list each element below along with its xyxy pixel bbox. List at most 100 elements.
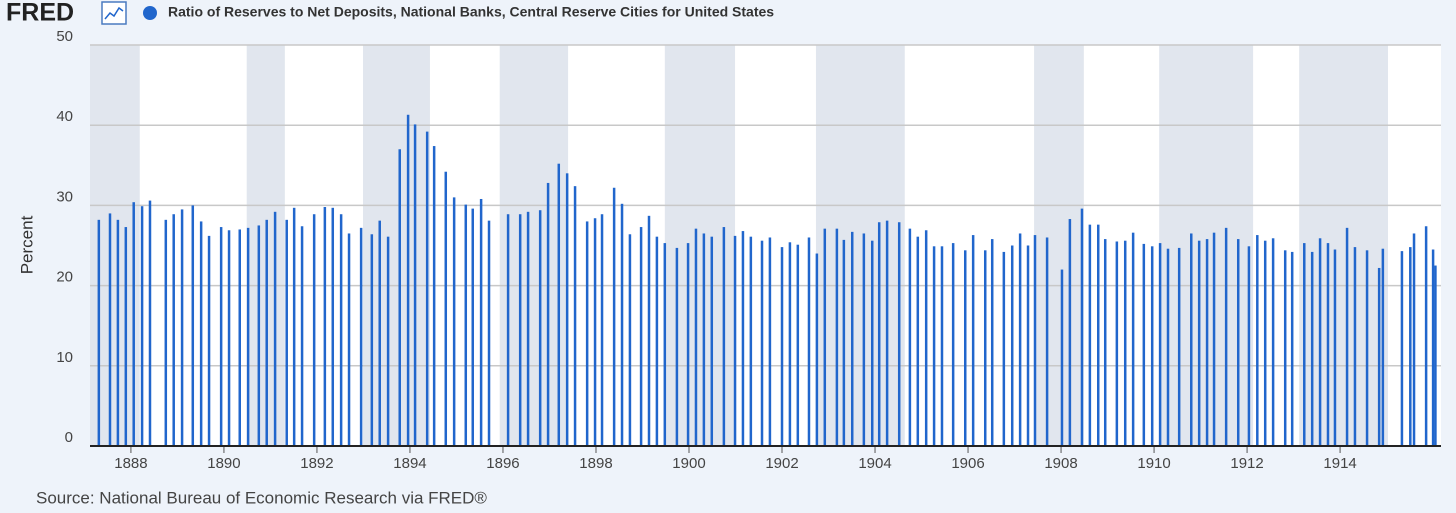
bar (807, 237, 811, 446)
bar (347, 233, 351, 446)
bar (1424, 226, 1428, 446)
bar (749, 236, 753, 446)
bar (1303, 243, 1306, 446)
bar (1345, 227, 1349, 446)
bar (1431, 249, 1435, 446)
bar (285, 219, 288, 446)
bar (1400, 251, 1404, 446)
bar (1247, 246, 1251, 446)
x-tick-label: 1892 (300, 455, 333, 472)
x-tick-label: 1904 (858, 455, 891, 472)
bar (908, 228, 912, 446)
bar (538, 210, 542, 446)
bar (1018, 233, 1022, 446)
bar (694, 228, 698, 446)
bar (620, 203, 624, 446)
bar (788, 242, 792, 446)
bar (300, 226, 304, 446)
bar (487, 220, 491, 446)
bar (339, 214, 343, 446)
x-tick-label: 1910 (1137, 455, 1170, 472)
bar (1409, 247, 1412, 446)
x-tick-label: 1894 (393, 455, 426, 472)
bar (273, 211, 277, 446)
recession-band (90, 45, 140, 446)
bar (398, 149, 401, 446)
x-tick-label: 1896 (486, 455, 519, 472)
bar (425, 131, 429, 446)
bar (1290, 251, 1294, 446)
bar (924, 230, 928, 446)
bar (639, 227, 643, 446)
bar (370, 234, 374, 446)
legend-label: Ratio of Reserves to Net Deposits, Natio… (168, 4, 774, 20)
bar (600, 214, 604, 446)
y-tick-label: 30 (56, 188, 73, 205)
bar (506, 214, 510, 446)
bar (971, 235, 975, 446)
bar (1212, 232, 1216, 446)
bar (406, 114, 410, 447)
bar (1045, 237, 1049, 446)
bar (257, 225, 261, 446)
bar (471, 208, 474, 446)
bar (780, 247, 784, 446)
bar (312, 214, 316, 446)
bar (1353, 247, 1357, 446)
bar (702, 233, 706, 446)
bar (140, 206, 144, 446)
source: Source: National Bureau of Economic Rese… (36, 488, 487, 507)
bar (850, 231, 854, 446)
bar (885, 220, 889, 446)
bar (862, 233, 866, 446)
bar (1263, 240, 1267, 446)
bar (1131, 232, 1135, 446)
y-tick-label: 10 (56, 349, 73, 366)
bar (557, 163, 561, 447)
bar (647, 215, 651, 446)
bar (323, 207, 327, 446)
recession-band (499, 45, 569, 446)
bar (916, 236, 920, 446)
bar (292, 207, 296, 446)
bar (1150, 246, 1154, 446)
bar (464, 204, 468, 446)
bar (585, 221, 589, 446)
bar (565, 173, 569, 446)
logo: FRED (6, 0, 74, 27)
bar (1377, 267, 1381, 446)
bar (1103, 239, 1107, 446)
bar (238, 229, 241, 446)
recession-band (362, 45, 430, 446)
bar (132, 202, 135, 446)
bar (1365, 250, 1369, 446)
bar (1190, 233, 1193, 446)
y-tick-label: 40 (56, 108, 73, 125)
bar (148, 200, 152, 446)
bar (432, 146, 436, 446)
bar (1033, 235, 1037, 446)
bar (655, 236, 659, 446)
y-axis-label: Percent (17, 215, 36, 274)
bar (1318, 238, 1322, 446)
bar (1224, 227, 1228, 446)
bar (1026, 245, 1030, 446)
bar (815, 253, 819, 446)
bar (1142, 243, 1146, 446)
bar (1115, 241, 1119, 446)
bar (1158, 243, 1162, 446)
bar (124, 227, 128, 446)
bar (1412, 233, 1416, 446)
bar (1166, 248, 1170, 446)
bar (573, 186, 577, 447)
x-tick-label: 1912 (1230, 455, 1263, 472)
x-tick-label: 1914 (1323, 455, 1356, 472)
bar (116, 219, 120, 446)
bar (1068, 219, 1072, 446)
bar (1256, 235, 1259, 446)
bar (1381, 248, 1385, 446)
bar (180, 209, 184, 446)
x-tick-label: 1906 (951, 455, 984, 472)
bar (870, 240, 874, 446)
